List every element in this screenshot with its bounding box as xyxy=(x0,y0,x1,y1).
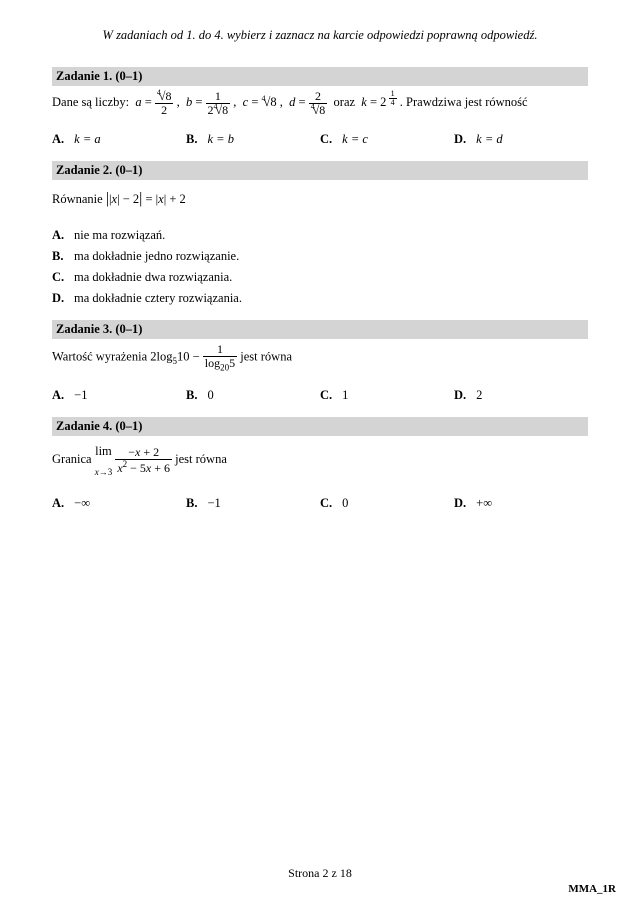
page-number: Strona 2 z 18 xyxy=(0,866,640,881)
task2-opt-c: C.ma dokładnie dwa rozwiązania. xyxy=(52,270,588,285)
task3-intro-post: jest równa xyxy=(240,350,292,364)
task2-opt-d: D.ma dokładnie cztery rozwiązania. xyxy=(52,291,588,306)
instruction-text: W zadaniach od 1. do 4. wybierz i zaznac… xyxy=(52,28,588,43)
task1-opt-c: C.k = c xyxy=(320,132,454,147)
task3-options: A.−1 B.0 C.1 D.2 xyxy=(52,388,588,403)
task2-header: Zadanie 2. (0–1) xyxy=(52,161,588,180)
task3-opt-b: B.0 xyxy=(186,388,320,403)
task3-header: Zadanie 3. (0–1) xyxy=(52,320,588,339)
task2-opt-b: B.ma dokładnie jedno rozwiązanie. xyxy=(52,249,588,264)
task3-intro-pre: Wartość wyrażenia xyxy=(52,350,150,364)
task4-intro-post: jest równa xyxy=(175,452,227,466)
document-code: MMA_1R xyxy=(568,883,616,895)
task4-opt-b: B.−1 xyxy=(186,496,320,511)
task2-intro: Równanie xyxy=(52,192,106,206)
task4-opt-c: C.0 xyxy=(320,496,454,511)
task1-options: A.k = a B.k = b C.k = c D.k = d xyxy=(52,132,588,147)
task2-opt-a: A.nie ma rozwiązań. xyxy=(52,228,588,243)
task4-header: Zadanie 4. (0–1) xyxy=(52,417,588,436)
task2-body: Równanie ||x| − 2| = |x| + 2 xyxy=(52,184,588,214)
task3-opt-a: A.−1 xyxy=(52,388,186,403)
task1-body: Dane są liczby: a = 4√82 , b = 124√8 , c… xyxy=(52,90,588,116)
task1-intro: Dane są liczby: xyxy=(52,95,129,109)
task1-tail: . Prawdziwa jest równość xyxy=(400,95,528,109)
task1-opt-a: A.k = a xyxy=(52,132,186,147)
task1-header: Zadanie 1. (0–1) xyxy=(52,67,588,86)
task4-intro-pre: Granica xyxy=(52,452,95,466)
task3-opt-d: D.2 xyxy=(454,388,588,403)
task4-options: A.−∞ B.−1 C.0 D.+∞ xyxy=(52,496,588,511)
task1-opt-d: D.k = d xyxy=(454,132,588,147)
task4-opt-a: A.−∞ xyxy=(52,496,186,511)
task4-opt-d: D.+∞ xyxy=(454,496,588,511)
task2-options: A.nie ma rozwiązań. B.ma dokładnie jedno… xyxy=(52,228,588,306)
task4-body: Granica lim x→3 −x + 2 x2 − 5x + 6 jest … xyxy=(52,440,588,480)
task1-opt-b: B.k = b xyxy=(186,132,320,147)
task3-opt-c: C.1 xyxy=(320,388,454,403)
task3-body: Wartość wyrażenia 2log510 − 1log205 jest… xyxy=(52,343,588,372)
